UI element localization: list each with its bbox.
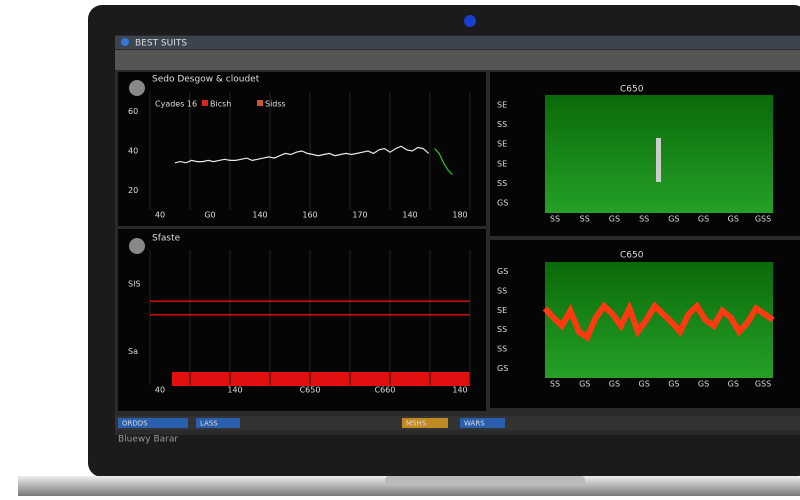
notch (385, 476, 585, 486)
status-bar (115, 416, 800, 430)
x-label: GS (579, 380, 590, 389)
x-label: GSS (755, 380, 771, 389)
x-label: SS (580, 215, 590, 224)
y-label: GS (497, 199, 508, 208)
title-bar (115, 36, 800, 49)
panel-title: Sedo Desgow & cloudet (152, 75, 260, 85)
window-title: BEST SUITS (135, 39, 187, 49)
x-label: GS (668, 380, 679, 389)
x-label: GS (639, 380, 650, 389)
series-line (434, 148, 453, 176)
x-label: GS (698, 215, 709, 224)
y-label: SIS (128, 279, 141, 288)
red-band (172, 372, 470, 386)
y-label: SS (497, 345, 507, 354)
x-label: 160 (302, 211, 317, 220)
series-line (542, 300, 775, 342)
y-label: Sa (128, 347, 138, 356)
panel (118, 72, 486, 226)
y-label: GS (497, 267, 508, 276)
panel-title: C650 (620, 251, 644, 261)
app-icon (121, 38, 129, 46)
x-label: SS (639, 215, 649, 224)
y-label: SS (497, 287, 507, 296)
button-label: ORDDS (122, 420, 148, 428)
button-label: WARS (464, 420, 485, 428)
panel-title: C650 (620, 85, 644, 95)
panel-title: Sfaste (152, 234, 181, 244)
y-label: 20 (128, 186, 138, 195)
y-label: SS (497, 179, 507, 188)
x-label: 180 (452, 211, 467, 220)
x-label: 140 (227, 386, 242, 395)
button-label: LASS (200, 420, 218, 428)
y-label: 60 (128, 107, 138, 116)
y-label: SE (497, 100, 507, 109)
x-label: 40 (155, 211, 165, 220)
status-text: Bluewy Barar (118, 435, 178, 445)
status-button[interactable] (460, 418, 505, 428)
y-label: SE (497, 159, 507, 168)
y-label: SS (497, 120, 507, 129)
x-label: GS (668, 215, 679, 224)
knob (129, 80, 145, 96)
button-label: MSHS (406, 420, 427, 428)
x-label: GS (609, 380, 620, 389)
status-button[interactable] (402, 418, 448, 428)
x-label: GS (609, 215, 620, 224)
x-label: 40 (155, 386, 165, 395)
content: ORDDS LASS MSHS WARS Sedo Desgow & cloudet Cy… (118, 75, 775, 428)
x-label: 140 (402, 211, 417, 220)
x-label: GS (728, 215, 739, 224)
green-area (545, 262, 773, 378)
x-label: GS (698, 380, 709, 389)
status-button[interactable] (118, 418, 188, 428)
x-label: GSS (755, 215, 771, 224)
camera (464, 15, 476, 27)
x-label: 140 (252, 211, 267, 220)
knob (129, 238, 145, 254)
y-label: 40 (128, 147, 138, 156)
legend-swatch (202, 100, 208, 106)
x-label: C650 (300, 386, 321, 395)
legend-label: Cyades 16 (155, 100, 197, 109)
indicator (656, 138, 661, 182)
legend-label: Bicsh (210, 100, 231, 109)
x-label: 140 (452, 386, 467, 395)
toolbar (115, 50, 800, 70)
x-label: G0 (204, 211, 215, 220)
x-label: GS (728, 380, 739, 389)
y-label: SE (497, 140, 507, 149)
series-line (174, 145, 430, 164)
x-label: 170 (352, 211, 367, 220)
legend-label: Sidss (265, 100, 286, 109)
y-label: GS (497, 364, 508, 373)
legend-swatch (257, 100, 263, 106)
x-label: SS (550, 215, 560, 224)
x-label: C660 (375, 386, 396, 395)
y-label: SS (497, 325, 507, 334)
x-label: SS (550, 380, 560, 389)
y-label: SE (497, 306, 507, 315)
status-button[interactable] (196, 418, 240, 428)
